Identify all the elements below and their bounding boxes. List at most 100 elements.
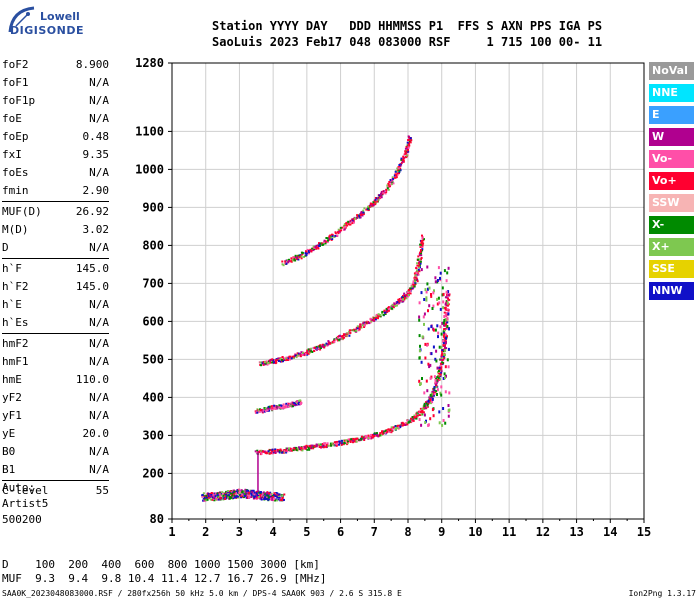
trace-point bbox=[267, 405, 270, 408]
trace-point bbox=[266, 409, 269, 412]
trace-point bbox=[271, 494, 274, 497]
trace-point bbox=[415, 272, 418, 274]
y-tick-label: 300 bbox=[142, 428, 164, 442]
trace-point bbox=[416, 280, 419, 283]
spread-point bbox=[432, 328, 435, 332]
trace-point bbox=[376, 197, 379, 200]
trace-point bbox=[281, 451, 284, 454]
trace-point bbox=[434, 391, 437, 394]
param-row-mufd: MUF(D) 26.92 bbox=[2, 203, 109, 221]
spread-point bbox=[424, 288, 427, 292]
trace-point bbox=[390, 181, 393, 184]
trace-point bbox=[339, 226, 342, 229]
trace-point bbox=[270, 495, 273, 497]
trace-point bbox=[232, 497, 235, 499]
trace-point bbox=[394, 170, 397, 173]
trace-point bbox=[406, 149, 409, 152]
trace-point bbox=[374, 200, 377, 203]
param-row-b1: B1 N/A bbox=[2, 461, 109, 479]
param-value: 145.0 bbox=[75, 280, 109, 293]
param-row-hf: h`F 145.0 bbox=[2, 260, 109, 278]
trace-point bbox=[421, 244, 424, 247]
spread-point bbox=[430, 294, 433, 298]
trace-point bbox=[399, 167, 402, 170]
trace-point bbox=[296, 258, 298, 261]
legend: NoVal NNE E W Vo- Vo+ SSW X- X+ SSE NNW bbox=[649, 62, 694, 304]
trace-point bbox=[301, 449, 304, 452]
spread-point bbox=[445, 279, 448, 283]
trace-point bbox=[206, 496, 208, 499]
trace-point bbox=[276, 492, 279, 495]
trace-point bbox=[282, 403, 285, 406]
spread-point bbox=[423, 404, 426, 407]
trace-point bbox=[264, 410, 267, 413]
trace-point bbox=[418, 269, 421, 272]
trace-point bbox=[283, 450, 286, 453]
trace-point bbox=[410, 139, 413, 142]
trace-point bbox=[379, 434, 382, 437]
trace-point bbox=[261, 492, 264, 495]
spread-point bbox=[441, 352, 444, 356]
trace-point bbox=[292, 256, 295, 259]
spread-point bbox=[428, 304, 431, 308]
trace-point bbox=[372, 204, 375, 207]
trace-point bbox=[286, 259, 289, 262]
spread-point bbox=[442, 407, 445, 410]
trace-point bbox=[276, 494, 279, 497]
trace-point bbox=[444, 344, 446, 347]
trace-point bbox=[273, 406, 276, 409]
trace-point bbox=[386, 310, 389, 313]
spread-point bbox=[434, 280, 437, 284]
spread-point bbox=[440, 385, 443, 389]
spread-point bbox=[431, 397, 434, 401]
trace-point bbox=[335, 443, 338, 446]
spread-point bbox=[444, 313, 447, 317]
param-name: h`E bbox=[2, 298, 22, 311]
trace-point bbox=[398, 170, 401, 173]
spread-point bbox=[447, 266, 450, 270]
spread-point bbox=[436, 393, 438, 396]
trace-point bbox=[280, 493, 282, 496]
trace-point bbox=[396, 301, 399, 304]
trace-point bbox=[369, 205, 372, 208]
trace-point bbox=[407, 135, 410, 138]
trace-point bbox=[274, 451, 277, 454]
trace-point bbox=[441, 361, 444, 364]
trace-point bbox=[384, 190, 387, 193]
trace-point bbox=[279, 357, 282, 360]
trace-point bbox=[232, 491, 235, 494]
x-tick-label: 9 bbox=[438, 525, 445, 539]
trace-point bbox=[257, 494, 260, 496]
trace-point bbox=[347, 332, 350, 335]
trace-point bbox=[411, 416, 414, 419]
trace-point bbox=[373, 435, 376, 437]
trace-point bbox=[307, 252, 310, 255]
trace-point bbox=[259, 410, 262, 413]
trace-point bbox=[280, 449, 283, 452]
trace-point bbox=[338, 440, 341, 443]
trace-point bbox=[420, 249, 422, 252]
trace-point bbox=[305, 254, 308, 257]
trace-point bbox=[271, 358, 274, 361]
spread-point bbox=[419, 383, 421, 386]
spread-point bbox=[443, 319, 446, 322]
trace-point bbox=[290, 257, 293, 260]
trace-point bbox=[404, 296, 407, 299]
trace-point bbox=[339, 441, 342, 444]
trace-point bbox=[209, 495, 212, 498]
y-tick-label: 1000 bbox=[135, 162, 164, 176]
spread-point bbox=[443, 315, 446, 318]
trace-point bbox=[370, 320, 373, 323]
trace-point bbox=[348, 334, 351, 337]
trace-point bbox=[208, 493, 211, 496]
spread-point bbox=[432, 345, 435, 349]
trace-point bbox=[285, 404, 287, 407]
trace-point bbox=[403, 424, 406, 426]
spread-point bbox=[442, 419, 445, 422]
trace-point bbox=[301, 251, 304, 254]
trace-point bbox=[390, 426, 393, 429]
trace-point bbox=[292, 449, 295, 452]
trace-point bbox=[443, 339, 446, 342]
param-row-foep: foEp 0.48 bbox=[2, 128, 109, 146]
spread-point bbox=[447, 347, 450, 351]
